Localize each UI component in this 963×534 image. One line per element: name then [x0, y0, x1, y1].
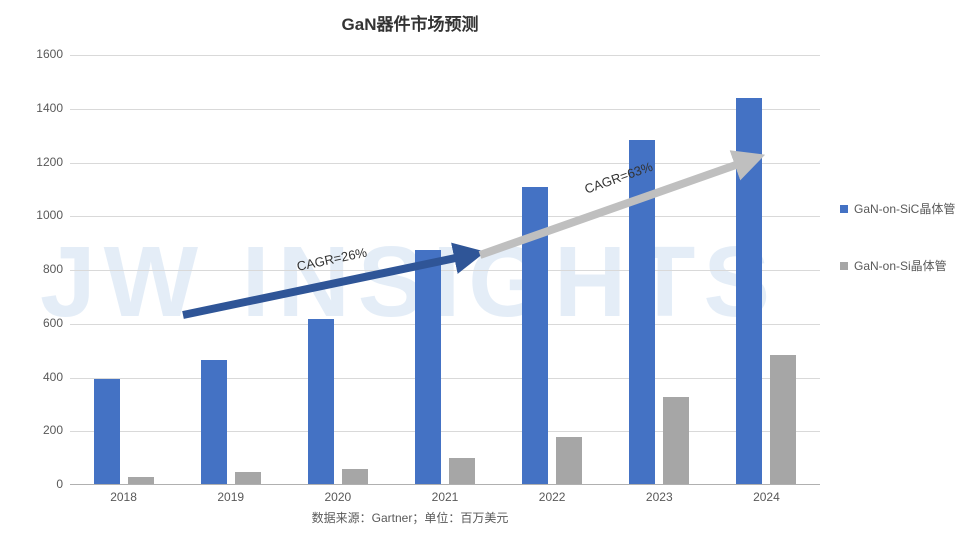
bar [308, 319, 334, 484]
bar [128, 477, 154, 484]
bar [201, 360, 227, 484]
y-tick-label: 800 [13, 262, 63, 276]
y-tick-label: 1200 [13, 155, 63, 169]
x-tick-label: 2021 [405, 490, 485, 504]
legend-swatch [840, 205, 848, 213]
bar [449, 458, 475, 484]
legend: GaN-on-SiC晶体管 GaN-on-Si晶体管 [840, 200, 955, 314]
x-tick-label: 2022 [512, 490, 592, 504]
y-tick-label: 0 [13, 477, 63, 491]
bar [235, 472, 261, 484]
gridline [70, 431, 820, 432]
bar [770, 355, 796, 484]
bar [663, 397, 689, 484]
x-tick-label: 2019 [191, 490, 271, 504]
gridline [70, 109, 820, 110]
bar [556, 437, 582, 484]
chart-caption: 数据来源：Gartner；单位：百万美元 [0, 509, 820, 526]
x-tick-label: 2018 [84, 490, 164, 504]
y-tick-label: 600 [13, 316, 63, 330]
gridline [70, 378, 820, 379]
gridline [70, 163, 820, 164]
gridline [70, 216, 820, 217]
gridline [70, 55, 820, 56]
legend-swatch [840, 262, 848, 270]
bar [629, 140, 655, 484]
x-tick-label: 2023 [619, 490, 699, 504]
chart-container: JW INSIGHTS GaN器件市场预测 CAGR=26%CAGR=63% G… [0, 0, 963, 534]
legend-item: GaN-on-SiC晶体管 [840, 200, 955, 217]
bar [736, 98, 762, 484]
gridline [70, 270, 820, 271]
y-tick-label: 400 [13, 370, 63, 384]
bar [522, 187, 548, 484]
bar [342, 469, 368, 484]
legend-item: GaN-on-Si晶体管 [840, 257, 955, 274]
y-tick-label: 1000 [13, 208, 63, 222]
chart-title: GaN器件市场预测 [0, 10, 820, 35]
legend-label: GaN-on-Si晶体管 [854, 257, 947, 274]
gridline [70, 324, 820, 325]
plot-area: CAGR=26%CAGR=63% [70, 55, 820, 485]
y-tick-label: 1600 [13, 47, 63, 61]
legend-label: GaN-on-SiC晶体管 [854, 200, 955, 217]
x-tick-label: 2024 [726, 490, 806, 504]
bar [94, 379, 120, 484]
y-tick-label: 1400 [13, 101, 63, 115]
y-tick-label: 200 [13, 423, 63, 437]
x-tick-label: 2020 [298, 490, 378, 504]
bar [415, 250, 441, 484]
